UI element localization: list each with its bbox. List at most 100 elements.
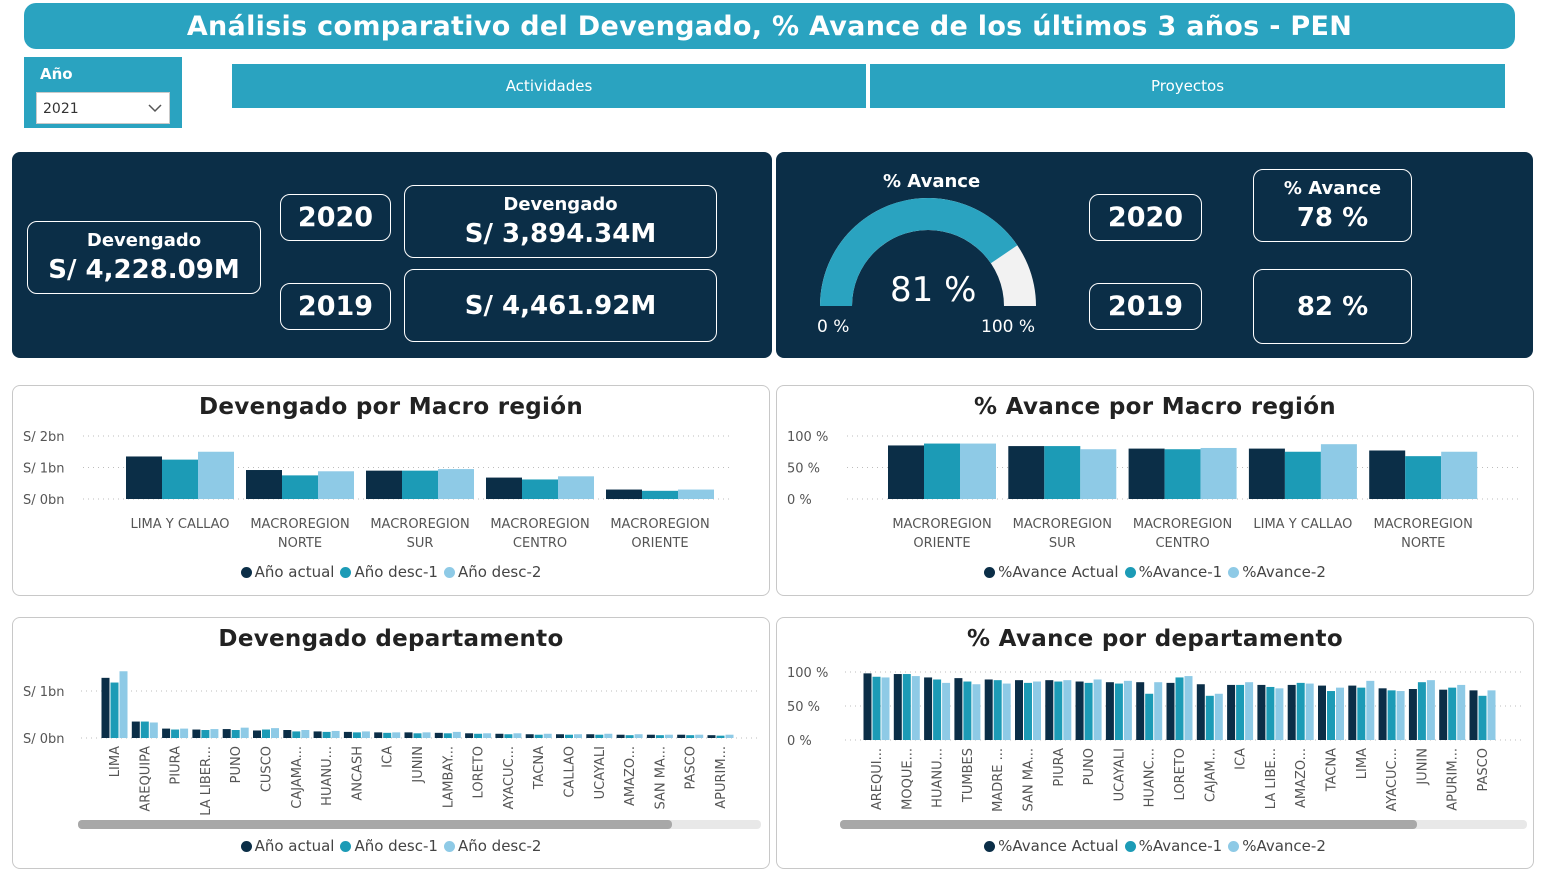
bar[interactable]	[911, 676, 920, 740]
bar[interactable]	[283, 730, 292, 738]
legend-item[interactable]: %Avance Actual	[984, 563, 1119, 581]
bar[interactable]	[534, 734, 543, 738]
bar[interactable]	[271, 728, 279, 738]
bar[interactable]	[486, 477, 522, 499]
bar[interactable]	[707, 735, 716, 738]
bar[interactable]	[1439, 689, 1448, 740]
bar[interactable]	[110, 682, 119, 738]
bar[interactable]	[664, 734, 673, 738]
bar[interactable]	[1200, 447, 1237, 499]
bar[interactable]	[465, 733, 474, 738]
bar[interactable]	[413, 733, 422, 738]
legend-item[interactable]: %Avance-1	[1124, 837, 1222, 855]
year-select[interactable]: 2021	[36, 92, 170, 124]
bar[interactable]	[565, 734, 573, 738]
bar[interactable]	[586, 734, 595, 738]
bar[interactable]	[716, 735, 725, 738]
bar[interactable]	[1128, 448, 1165, 499]
bar[interactable]	[171, 729, 180, 738]
bar[interactable]	[1320, 444, 1357, 499]
bar[interactable]	[558, 476, 594, 499]
scrollbar-thumb[interactable]	[840, 820, 1418, 829]
bar[interactable]	[198, 451, 234, 499]
bar[interactable]	[222, 729, 231, 738]
bar[interactable]	[725, 734, 734, 738]
bar[interactable]	[972, 684, 981, 740]
bar[interactable]	[1426, 680, 1435, 740]
bar[interactable]	[1245, 682, 1254, 740]
bar[interactable]	[625, 735, 634, 738]
legend-item[interactable]: Año desc-2	[443, 563, 541, 581]
bar[interactable]	[1441, 451, 1478, 499]
bar[interactable]	[1387, 690, 1396, 740]
bar[interactable]	[1296, 682, 1305, 740]
bar[interactable]	[162, 459, 198, 499]
bar[interactable]	[192, 729, 201, 738]
legend-item[interactable]: %Avance-1	[1124, 563, 1222, 581]
bar[interactable]	[140, 721, 149, 738]
bar[interactable]	[954, 678, 963, 740]
bar[interactable]	[881, 677, 890, 740]
bar[interactable]	[119, 671, 128, 738]
bar[interactable]	[942, 682, 951, 740]
bar[interactable]	[863, 673, 872, 740]
legend-item[interactable]: %Avance Actual	[984, 837, 1119, 855]
bar[interactable]	[984, 679, 993, 740]
bar[interactable]	[1396, 691, 1405, 740]
bar[interactable]	[434, 732, 443, 738]
bar[interactable]	[1448, 687, 1457, 740]
bar[interactable]	[495, 733, 504, 738]
bar[interactable]	[262, 729, 270, 738]
bar[interactable]	[282, 475, 318, 499]
bar[interactable]	[1080, 449, 1117, 499]
bar[interactable]	[1248, 448, 1285, 499]
bar[interactable]	[993, 680, 1002, 740]
bar[interactable]	[366, 470, 402, 499]
bar[interactable]	[872, 676, 881, 740]
bar[interactable]	[543, 733, 552, 738]
bar[interactable]	[933, 679, 942, 740]
bar[interactable]	[1227, 684, 1236, 740]
bar[interactable]	[1287, 684, 1296, 740]
bar[interactable]	[504, 734, 513, 738]
bar[interactable]	[606, 489, 642, 499]
legend-item[interactable]: Año desc-1	[340, 563, 438, 581]
bar[interactable]	[1114, 683, 1123, 740]
bar[interactable]	[1136, 682, 1145, 740]
bar[interactable]	[1166, 682, 1175, 740]
legend-item[interactable]: Año desc-2	[443, 837, 541, 855]
bar[interactable]	[1002, 683, 1011, 740]
bar[interactable]	[616, 734, 625, 738]
bar[interactable]	[1357, 687, 1366, 740]
bar[interactable]	[604, 733, 613, 738]
bar[interactable]	[1084, 682, 1093, 740]
bar[interactable]	[1184, 676, 1193, 740]
bar[interactable]	[522, 479, 558, 499]
legend-item[interactable]: %Avance-2	[1228, 837, 1326, 855]
bar[interactable]	[1305, 683, 1314, 740]
bar[interactable]	[383, 732, 392, 738]
bar[interactable]	[1487, 690, 1496, 740]
bar[interactable]	[1175, 677, 1184, 740]
bar[interactable]	[361, 731, 370, 738]
bar[interactable]	[1105, 682, 1114, 740]
bar[interactable]	[1015, 680, 1023, 740]
bar[interactable]	[924, 443, 960, 499]
bar[interactable]	[1044, 446, 1081, 499]
bar[interactable]	[483, 733, 492, 738]
bar[interactable]	[1063, 680, 1072, 740]
bar[interactable]	[1054, 681, 1063, 740]
bar[interactable]	[201, 730, 210, 738]
bar[interactable]	[246, 470, 282, 499]
bar[interactable]	[131, 721, 140, 738]
horizontal-scrollbar[interactable]	[840, 820, 1527, 829]
bar[interactable]	[331, 730, 340, 738]
bar[interactable]	[1478, 695, 1487, 740]
bar[interactable]	[1417, 682, 1426, 740]
bar[interactable]	[474, 733, 483, 738]
bar[interactable]	[452, 731, 461, 738]
bar[interactable]	[1164, 449, 1201, 499]
bar[interactable]	[655, 735, 664, 738]
bar[interactable]	[1284, 451, 1321, 499]
bar[interactable]	[1045, 680, 1054, 740]
